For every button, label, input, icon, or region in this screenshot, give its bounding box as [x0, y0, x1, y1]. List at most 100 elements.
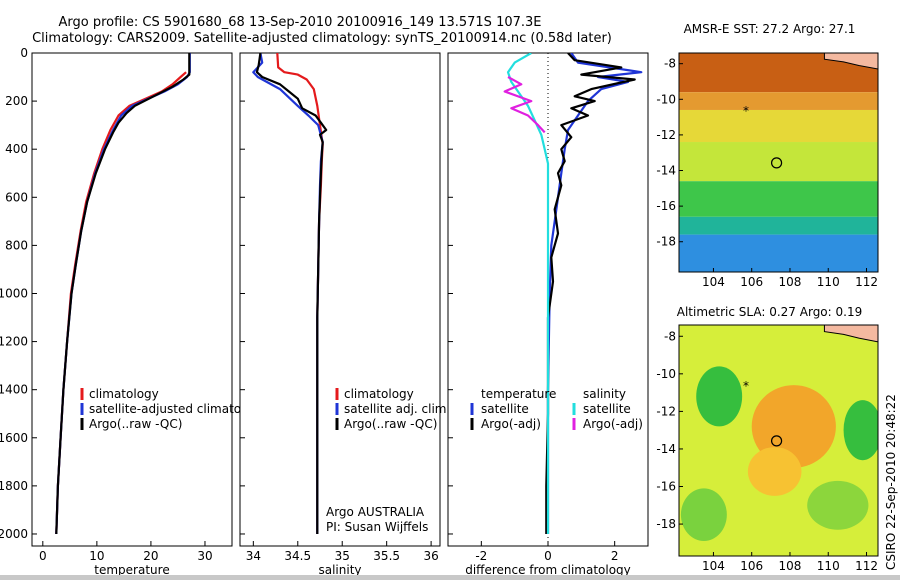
- x-tick-label: 35.5: [373, 549, 400, 563]
- legend-entry: satellite: [583, 402, 631, 416]
- map-band: [679, 234, 878, 272]
- map-y-tick-label: -16: [656, 199, 676, 213]
- panel-sst-map: 104 106 108 110 112 -8 -10 -12 -14 -16 -18 AMSR-E S…: [656, 22, 879, 289]
- x-tick-label: 10: [89, 549, 104, 563]
- series-group: [252, 53, 328, 534]
- argo-position-marker: [770, 157, 783, 169]
- map-band: [679, 142, 878, 182]
- land-java: [823, 325, 878, 343]
- map-y-tick-label: -16: [656, 480, 676, 494]
- x-tick-label: 0: [39, 549, 47, 563]
- y-tick-label: 200: [5, 94, 28, 108]
- figure-title-line1: Argo profile: CS 5901680_68 13-Sep-2010 …: [58, 15, 541, 30]
- x-tick-label: 34.5: [284, 549, 311, 563]
- map-anomaly: [751, 385, 836, 468]
- y-tick-label: 1800: [0, 479, 28, 493]
- map-x-tick-label: 106: [740, 559, 763, 573]
- y-tick-label: 1600: [0, 431, 28, 445]
- timestamp-stamp: CSIRO 22-Sep-2010 20:48:22: [884, 394, 898, 570]
- x-tick-label: 30: [197, 549, 212, 563]
- map-y-tick-label: -18: [656, 235, 676, 249]
- map-y-tick-label: -10: [656, 92, 676, 106]
- argo-position-marker: [770, 435, 783, 447]
- map-x-tick-label: 110: [817, 275, 840, 289]
- legend-entry: Argo(..raw -QC): [344, 417, 437, 431]
- map-x-tick-label: 104: [702, 559, 725, 573]
- legend-entry: Argo(..raw -QC): [89, 417, 182, 431]
- x-tick-label: 35: [335, 549, 350, 563]
- x-tick-label: 0: [544, 549, 552, 563]
- panel-annotation: PI: Susan Wijffels: [326, 520, 428, 534]
- x-axis-label: salinity: [318, 563, 361, 577]
- panel-salinity: 34 34.5 35 35.5 36 salinity climatologysatelli…: [239, 52, 450, 577]
- series-line: [255, 53, 328, 534]
- x-tick-label: 2: [611, 549, 619, 563]
- map-y-tick-label: -14: [656, 442, 676, 456]
- y-tick-label: 600: [5, 190, 28, 204]
- map-x-tick-label: 112: [855, 275, 878, 289]
- map-x-tick-label: 106: [740, 275, 763, 289]
- map-anomaly: [696, 366, 743, 427]
- map-anomaly: [807, 480, 869, 530]
- map-x-tick-label: 112: [855, 559, 878, 573]
- legend-group-title: temperature: [481, 387, 556, 401]
- panel-annotation: Argo AUSTRALIA: [326, 505, 425, 519]
- map-y-tick-label: -12: [656, 128, 676, 142]
- series-group: [55, 53, 191, 535]
- y-tick-label: 400: [5, 142, 28, 156]
- map-band: [679, 181, 878, 217]
- map-anomaly: [843, 400, 878, 461]
- x-axis-label: difference from climatology: [465, 563, 631, 577]
- map-y-tick-label: -8: [664, 329, 676, 343]
- y-tick-label: 1400: [0, 383, 28, 397]
- map-y-tick-label: -10: [656, 367, 676, 381]
- map-x-tick-label: 104: [702, 275, 725, 289]
- map-y-tick-label: -18: [656, 517, 676, 531]
- bottom-scroll-strip: [0, 575, 900, 580]
- plot-frame: [31, 52, 233, 547]
- legend-entry: Argo(-adj): [583, 417, 643, 431]
- map-x-tick-label: 110: [817, 559, 840, 573]
- panel-sla-map: 104 106 108 110 112 -8 -10 -12 -14 -16 -18 Altimetr…: [656, 305, 879, 573]
- legend-group-title: salinity: [583, 387, 626, 401]
- x-tick-label: 36: [423, 549, 438, 563]
- y-tick-label: 800: [5, 238, 28, 252]
- panel-temperature: 0 200 400 600 800 1000 1200 1400 1600 1800 2000 0 10…: [0, 46, 259, 577]
- x-axis-label: temperature: [94, 563, 169, 577]
- star-marker: *: [743, 379, 749, 393]
- y-tick-label: 0: [20, 46, 28, 60]
- map-anomaly: [680, 488, 727, 541]
- y-tick-label: 1200: [0, 335, 28, 349]
- map-field: [679, 53, 878, 272]
- map-title: AMSR-E SST: 27.2 Argo: 27.1: [684, 22, 856, 36]
- series-line: [545, 53, 636, 534]
- figure-title-line2: Climatology: CARS2009. Satellite-adjuste…: [32, 31, 612, 46]
- x-tick-label: -2: [475, 549, 487, 563]
- map-band: [679, 92, 878, 110]
- series-line: [506, 53, 550, 534]
- map-x-tick-label: 108: [779, 559, 802, 573]
- map-y-tick-label: -12: [656, 404, 676, 418]
- map-y-tick-label: -14: [656, 164, 676, 178]
- star-marker: *: [743, 104, 749, 118]
- y-tick-label: 2000: [0, 527, 28, 541]
- legend-entry: Argo(-adj): [481, 417, 541, 431]
- plot-frame: [239, 52, 441, 547]
- map-frame: [678, 52, 879, 273]
- legend-entry: satellite-adjusted climatolog: [89, 402, 259, 416]
- legend-entry: climatology: [344, 387, 414, 401]
- series-line: [503, 76, 546, 134]
- land-java: [823, 53, 878, 70]
- map-band: [679, 216, 878, 235]
- legend-entry: satellite adj. clim.: [344, 402, 450, 416]
- legend-entry: climatology: [89, 387, 159, 401]
- legend-entry: satellite: [481, 402, 529, 416]
- map-band: [679, 109, 878, 143]
- x-tick-label: 34: [246, 549, 261, 563]
- map-x-tick-label: 108: [779, 275, 802, 289]
- map-y-tick-label: -8: [664, 57, 676, 71]
- map-frame: [678, 324, 879, 557]
- x-tick-label: 20: [143, 549, 158, 563]
